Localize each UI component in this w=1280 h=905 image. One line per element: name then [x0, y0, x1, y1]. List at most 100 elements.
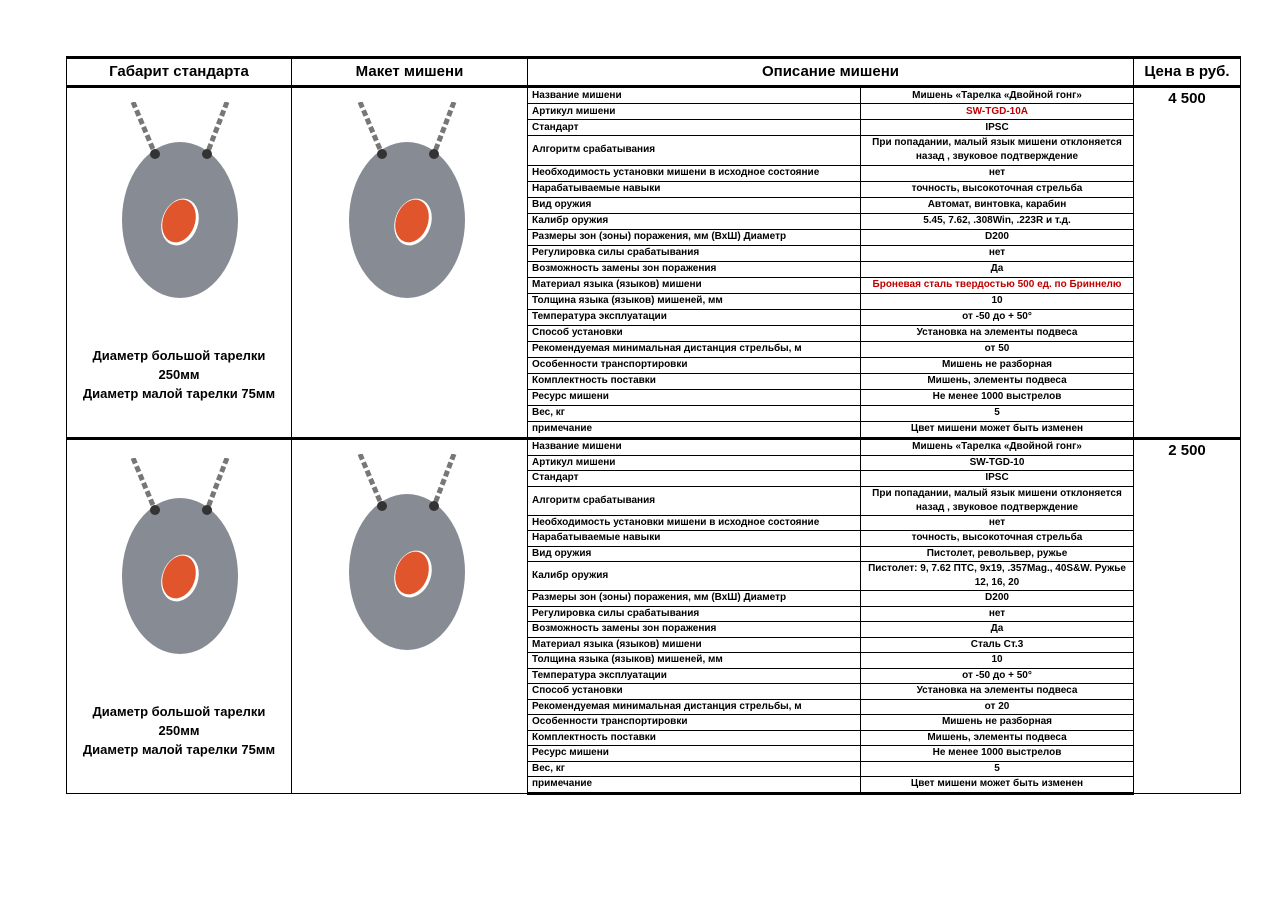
spec-row: Алгоритм срабатывания При попадании, малы… — [67, 485, 1241, 516]
spec-row: Особенности транспортировки Мишень не раз… — [67, 714, 1241, 731]
target-image — [349, 454, 465, 650]
spec-label: Алгоритм срабатывания — [527, 485, 861, 516]
spec-value: нет — [860, 605, 1134, 622]
spec-row: Температура эксплуатации от -50 до + 50° — [67, 308, 1241, 326]
spec-value: Мишень «Тарелка «Двойной гонг» — [860, 84, 1134, 105]
spec-label: Способ установки — [527, 324, 861, 342]
spec-label: Комплектность поставки — [527, 372, 861, 390]
spec-row: Регулировка силы срабатывания нет — [67, 605, 1241, 622]
spec-label: Название мишени — [527, 437, 861, 456]
spec-label: Регулировка силы срабатывания — [527, 244, 861, 262]
target-image — [349, 102, 465, 298]
spec-row: Необходимость установки мишени в исходно… — [67, 164, 1241, 182]
spec-value: Цвет мишени может быть изменен — [860, 776, 1134, 795]
spec-value: Пистолет: 9, 7.62 ПТС, 9х19, .357Mag., 4… — [860, 561, 1134, 591]
spec-row: Ресурс мишени Не менее 1000 выстрелов — [67, 388, 1241, 406]
size-cell: Диаметр большой тарелки 250мм Диаметр мало… — [66, 437, 292, 794]
size-line: Диаметр большой тарелки — [92, 703, 266, 719]
spec-value: 5 — [860, 404, 1134, 422]
spec-label: Толщина языка (языков) мишеней, мм — [527, 652, 861, 669]
spec-value: SW-TGD-10A — [860, 103, 1134, 121]
spec-value: нет — [860, 514, 1134, 531]
spec-label: Температура эксплуатации — [527, 308, 861, 326]
spec-value: 5 — [860, 760, 1134, 777]
spec-label: Калибр оружия — [527, 212, 861, 230]
spec-value: Мишень, элементы подвеса — [860, 729, 1134, 746]
size-cell: Диаметр большой тарелки 250мм Диаметр мало… — [66, 85, 292, 439]
spec-row: Диаметр большой тарелки 250мм Диаметр мало… — [66, 437, 1241, 794]
spec-label: Способ установки — [527, 683, 861, 700]
spec-label: Вид оружия — [527, 545, 861, 562]
spec-value: нет — [860, 244, 1134, 262]
spec-label: Нарабатываемые навыки — [527, 180, 861, 198]
spec-label: Нарабатываемые навыки — [527, 530, 861, 547]
spec-row: Комплектность поставки Мишень, элементы п… — [67, 372, 1241, 390]
spec-label: Размеры зон (зоны) поражения, мм (ВхШ) Д… — [527, 228, 861, 246]
spec-row: Регулировка силы срабатывания нет — [67, 244, 1241, 262]
spec-label: Необходимость установки мишени в исходно… — [527, 164, 861, 182]
spec-value: Мишень, элементы подвеса — [860, 372, 1134, 390]
spec-value: IPSC — [860, 470, 1134, 487]
spec-value: Броневая сталь твердостью 500 ед. по Бри… — [860, 276, 1134, 294]
spec-value: от -50 до + 50° — [860, 667, 1134, 684]
spec-label: Материал языка (языков) мишени — [527, 636, 861, 653]
spec-label: примечание — [527, 776, 861, 795]
spec-value: 10 — [860, 652, 1134, 669]
spec-value: 5.45, 7.62, .308Win, .223R и т.д. — [860, 212, 1134, 230]
spec-row: Рекомендуемая минимальная дистанция стре… — [67, 340, 1241, 358]
spec-value: Не менее 1000 выстрелов — [860, 388, 1134, 406]
spec-label: Рекомендуемая минимальная дистанция стре… — [527, 698, 861, 715]
spec-label: Ресурс мишени — [527, 745, 861, 762]
spec-value: Да — [860, 260, 1134, 278]
spec-label: Температура эксплуатации — [527, 667, 861, 684]
image-cell — [291, 437, 528, 794]
spec-row: Стандарт IPSC — [67, 470, 1241, 487]
page: Габарит стандарта Макет мишени Описание ми… — [66, 56, 1241, 795]
price-cell: 4 500 — [1133, 85, 1241, 439]
spec-value: При попадании, малый язык мишени отклоня… — [860, 485, 1134, 516]
spec-row: Артикул мишени SW-TGD-10A — [67, 103, 1241, 121]
spec-value: Мишень не разборная — [860, 714, 1134, 731]
spec-label: Особенности транспортировки — [527, 714, 861, 731]
spec-row: Толщина языка (языков) мишеней, мм 10 — [67, 652, 1241, 669]
spec-label: примечание — [527, 420, 861, 441]
header-cell: Цена в руб. — [1133, 56, 1241, 88]
spec-value: от 50 — [860, 340, 1134, 358]
spec-value: Пистолет, револьвер, ружье — [860, 545, 1134, 562]
size-line: Диаметр малой тарелки 75мм — [82, 386, 276, 401]
size-text: Диаметр большой тарелки 250мм Диаметр мало… — [68, 702, 291, 759]
spec-label: Вес, кг — [527, 404, 861, 422]
spec-value: точность, высокоточная стрельба — [860, 180, 1134, 198]
spec-row: Калибр оружия 5.45, 7.62, .308Win, .223R … — [67, 212, 1241, 230]
size-line: 250мм — [158, 367, 200, 382]
spec-value: При попадании, малый язык мишени отклоня… — [860, 135, 1134, 166]
spec-label: Ресурс мишени — [527, 388, 861, 406]
spec-value: Мишень не разборная — [860, 356, 1134, 374]
spec-value: от 20 — [860, 698, 1134, 715]
spec-row: Вес, кг 5 — [67, 760, 1241, 777]
spec-value: от -50 до + 50° — [860, 308, 1134, 326]
spec-row: Стандарт IPSC — [67, 119, 1241, 137]
header-cell: Макет мишени — [291, 56, 528, 88]
spec-value: Мишень «Тарелка «Двойной гонг» — [860, 437, 1134, 456]
spec-row: Артикул мишени SW-TGD-10 — [67, 454, 1241, 471]
spec-row: Особенности транспортировки Мишень не раз… — [67, 356, 1241, 374]
spec-label: Комплектность поставки — [527, 729, 861, 746]
target-image — [122, 457, 238, 654]
spec-value: нет — [860, 164, 1134, 182]
spec-row: Нарабатываемые навыки точность, высокоточ… — [67, 180, 1241, 198]
spec-label: Артикул мишени — [527, 454, 861, 471]
header-cell: Габарит стандарта — [66, 56, 292, 88]
spec-row: примечание Цвет мишени может быть изменен — [67, 420, 1241, 441]
spec-label: Вес, кг — [527, 760, 861, 777]
spec-label: Регулировка силы срабатывания — [527, 605, 861, 622]
spec-label: Толщина языка (языков) мишеней, мм — [527, 292, 861, 310]
spec-label: Материал языка (языков) мишени — [527, 276, 861, 294]
spec-value: точность, высокоточная стрельба — [860, 530, 1134, 547]
spec-table: Габарит стандарта Макет мишени Описание ми… — [66, 56, 1241, 795]
spec-value: SW-TGD-10 — [860, 454, 1134, 471]
spec-row: примечание Цвет мишени может быть изменен — [67, 776, 1241, 795]
spec-value: Установка на элементы подвеса — [860, 324, 1134, 342]
spec-label: Стандарт — [527, 119, 861, 137]
spec-value: Сталь Ст.3 — [860, 636, 1134, 653]
